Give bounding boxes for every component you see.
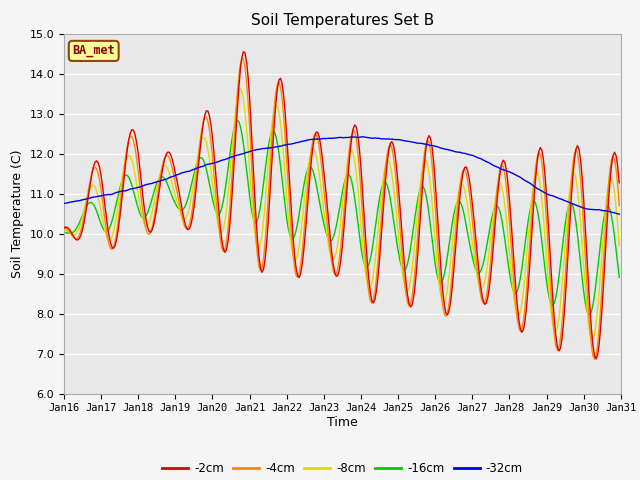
Text: BA_met: BA_met	[72, 44, 115, 58]
Legend: -2cm, -4cm, -8cm, -16cm, -32cm: -2cm, -4cm, -8cm, -16cm, -32cm	[157, 457, 527, 480]
X-axis label: Time: Time	[327, 416, 358, 429]
Title: Soil Temperatures Set B: Soil Temperatures Set B	[251, 13, 434, 28]
Y-axis label: Soil Temperature (C): Soil Temperature (C)	[11, 149, 24, 278]
